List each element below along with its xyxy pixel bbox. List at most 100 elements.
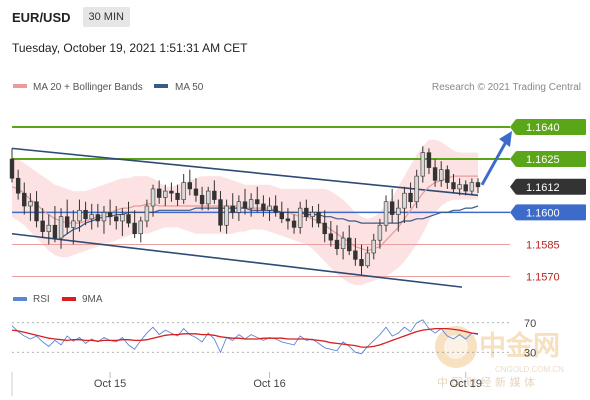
watermark-brand: 中金网 — [479, 330, 560, 362]
candle — [475, 178, 481, 194]
candle-body-down — [347, 237, 352, 252]
candle — [224, 199, 229, 234]
candle — [101, 206, 107, 234]
candle-body-down — [389, 201, 395, 215]
level-box-pointer-1.1600 — [510, 204, 516, 221]
candle-body-down — [279, 212, 284, 220]
candle — [230, 193, 235, 219]
candle — [426, 148, 432, 174]
candle — [469, 178, 475, 196]
candle-body-down — [187, 182, 193, 190]
candle-body-down — [34, 201, 39, 222]
candle — [58, 208, 64, 249]
candle — [359, 244, 364, 275]
candle-body-up — [46, 224, 51, 232]
level-box-pointer-1.1625 — [510, 151, 516, 168]
candle — [310, 206, 315, 228]
rsi-line — [11, 319, 479, 355]
candle-body-down — [322, 222, 327, 235]
candle-body-up — [163, 190, 168, 198]
candle-body-down — [291, 220, 297, 228]
level-box-pointer-1.1640 — [510, 119, 516, 136]
candle-body-down — [445, 169, 450, 183]
candle — [248, 193, 254, 217]
timeframe-badge[interactable]: 30 MIN — [82, 7, 130, 27]
candle — [451, 173, 456, 194]
candle — [28, 193, 33, 221]
candle-body-down — [15, 177, 21, 194]
candle — [126, 201, 131, 228]
candle — [291, 214, 297, 234]
legend-ma50-swatch — [154, 84, 168, 88]
candle-body-up — [371, 239, 376, 254]
candle — [255, 186, 260, 213]
candle — [175, 184, 180, 207]
candle-body-up — [77, 209, 82, 222]
candle — [187, 169, 193, 196]
candle-body-down — [95, 214, 101, 222]
candle-body-up — [248, 199, 254, 209]
candle — [420, 146, 426, 183]
candle-body-down — [230, 205, 235, 213]
candle — [267, 197, 272, 221]
candle-body-down — [22, 192, 27, 207]
candle-body-down — [463, 184, 468, 192]
candle — [144, 199, 150, 228]
level-box-1.1600 — [516, 204, 586, 221]
rsi-panel: 70 30 — [11, 318, 536, 359]
candle-body-up — [469, 182, 475, 192]
candle-body-down — [114, 216, 119, 222]
candle — [365, 246, 370, 268]
candle-body-down — [285, 218, 291, 222]
watermark-logo-inner — [444, 335, 468, 359]
candle-body-down — [199, 195, 205, 205]
candle-body-up — [377, 224, 383, 241]
candle-body-up — [340, 237, 346, 250]
candle — [408, 182, 413, 209]
candle — [340, 231, 346, 260]
candle — [22, 182, 27, 215]
candle — [396, 199, 401, 232]
copyright: Research © 2021 Trading Central — [432, 82, 581, 93]
candle-body-up — [310, 212, 315, 217]
candle-body-down — [451, 182, 456, 190]
rsi-tick-30: 30 — [524, 347, 536, 359]
candle — [77, 199, 82, 232]
candle — [64, 199, 70, 234]
candle — [463, 180, 468, 196]
upper-channel-line — [11, 147, 479, 197]
candle-body-up — [224, 205, 229, 226]
candle-body-down — [242, 201, 248, 209]
watermark: 中金网 CNGOLD.COM.CN 中 国 财 经 新 媒 体 — [435, 326, 564, 389]
candle — [242, 188, 248, 215]
candle-body-down — [426, 152, 432, 168]
legend-9ma-swatch — [62, 297, 76, 301]
candle-body-up — [383, 201, 389, 226]
candle — [71, 210, 76, 245]
price-panel: 1.1640 1.1625 1.1612 1.1600 1.1585 1.1570 — [9, 119, 586, 288]
candle — [432, 159, 438, 187]
candle-body-down — [107, 212, 113, 217]
rsi-tick-70: 70 — [524, 318, 536, 330]
candle — [304, 199, 309, 221]
legend-rsi-swatch — [13, 297, 27, 301]
candle-body-down — [432, 167, 438, 181]
x-tick-label: Oct 15 — [94, 378, 126, 390]
x-tick-label: Oct 19 — [450, 378, 482, 390]
candle — [261, 195, 266, 217]
level-box-1.1640 — [516, 119, 586, 136]
candle — [199, 186, 205, 211]
level-box-pointer-1.1612 — [510, 178, 516, 195]
candle-body-down — [218, 199, 223, 226]
candle — [46, 214, 51, 245]
candle — [89, 203, 94, 230]
legend-ma20-swatch — [13, 84, 27, 88]
candle — [83, 201, 88, 226]
candle — [402, 186, 407, 224]
candle — [389, 188, 395, 224]
legend-ma50-label: MA 50 — [175, 82, 204, 93]
candle — [353, 238, 358, 266]
watermark-tagline: 中 国 财 经 新 媒 体 — [437, 375, 535, 389]
candle — [457, 178, 462, 196]
